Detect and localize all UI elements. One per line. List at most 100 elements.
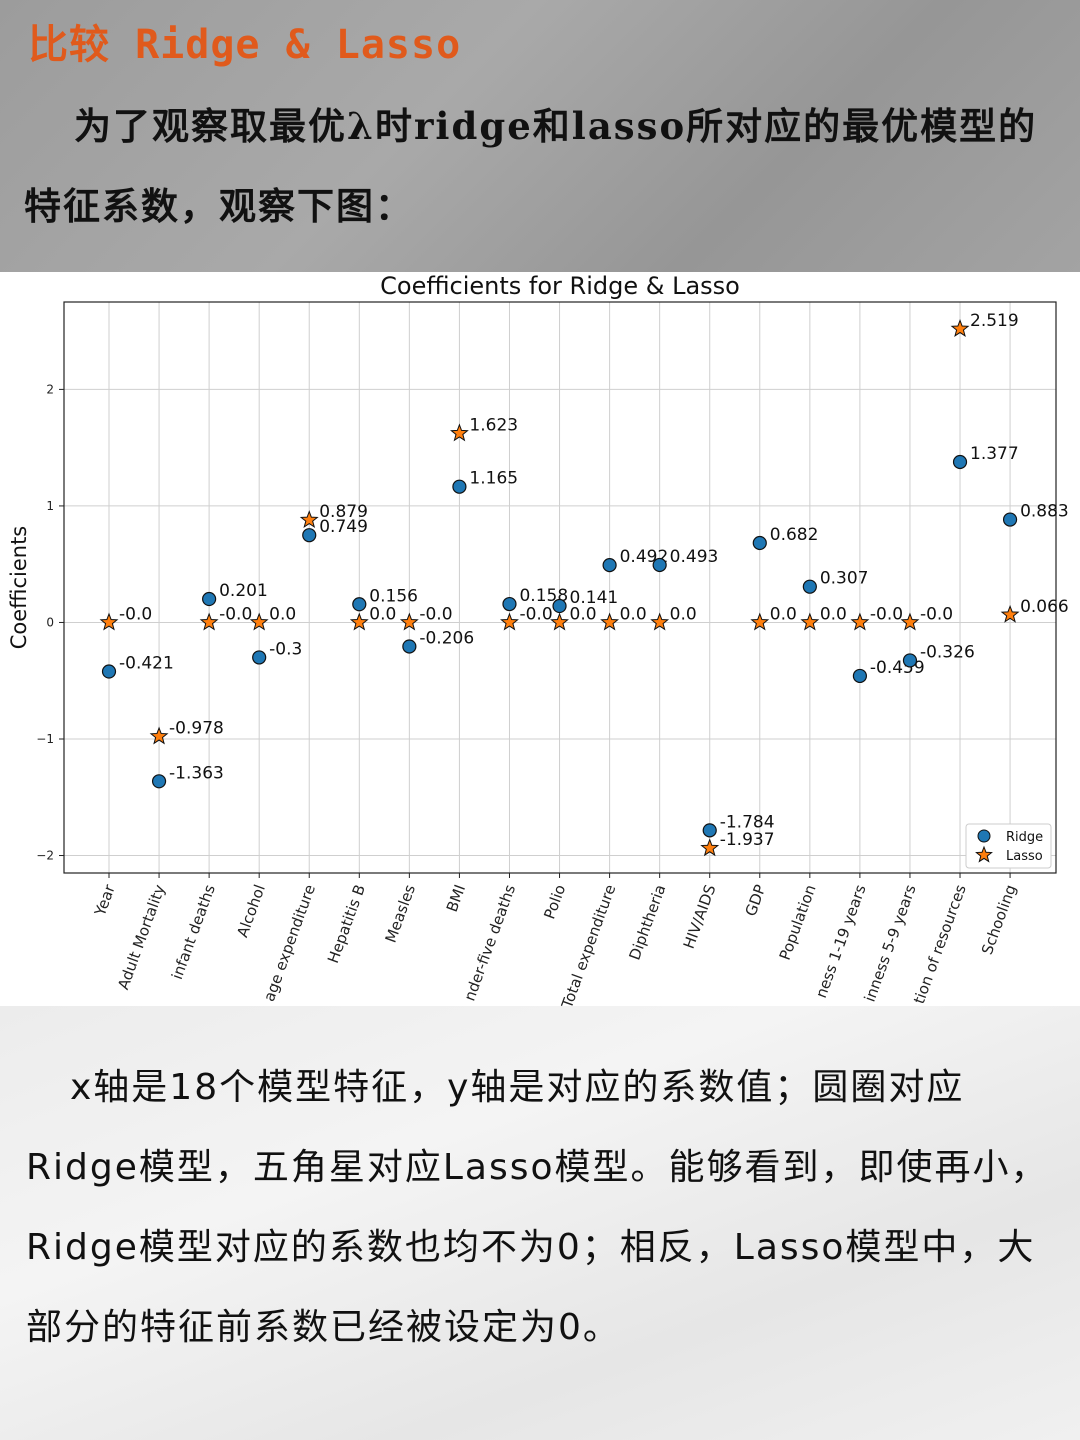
lasso-point — [850, 612, 870, 631]
y-tick-label: 1 — [46, 499, 54, 513]
ridge-point — [101, 664, 117, 679]
ridge-data-label: -0.3 — [269, 639, 302, 659]
y-tick-label: 2 — [46, 382, 54, 396]
ridge-point — [202, 591, 217, 607]
ridge-point — [502, 596, 517, 612]
ridge-data-label: 0.141 — [570, 588, 619, 608]
legend-ridge-marker — [977, 829, 991, 843]
lasso-data-label: 0.0 — [770, 604, 797, 624]
x-tick-label: HIV/AIDS — [680, 882, 720, 951]
ridge-point — [302, 528, 317, 543]
x-tick-label: inness 5-9 years — [861, 882, 920, 1004]
lasso-data-label: 0.0 — [369, 604, 396, 624]
lasso-data-label: -0.0 — [419, 604, 452, 624]
x-tick-label: infant deaths — [168, 882, 219, 982]
ridge-data-label: -0.206 — [419, 628, 474, 648]
lasso-data-label: -0.0 — [920, 604, 953, 624]
lasso-data-label: -0.0 — [519, 604, 552, 624]
ridge-point — [252, 650, 267, 665]
coefficients-chart: Coefficients for Ridge & Lasso 2 1 0 −1 −2 Coe… — [0, 272, 1080, 1006]
ridge-data-label: 0.749 — [319, 517, 368, 537]
lasso-point — [299, 510, 319, 529]
x-tick-label: Population — [776, 882, 820, 962]
x-tick-label: BMI — [443, 882, 469, 914]
lasso-point — [950, 319, 970, 337]
x-tick-label: tion of resources — [910, 882, 970, 1006]
y-tick-label: −2 — [36, 849, 54, 863]
ridge-data-label: 0.682 — [770, 525, 819, 545]
x-tick-label: Adult Mortality — [114, 882, 169, 992]
x-tick-label: Polio — [540, 882, 569, 921]
lasso-point — [800, 612, 820, 631]
x-tick-label: Schooling — [978, 882, 1020, 957]
lasso-point — [700, 838, 720, 857]
ridge-point — [151, 774, 167, 789]
lasso-data-label: 0.0 — [269, 604, 296, 624]
lasso-point — [500, 612, 519, 631]
ridge-point — [852, 668, 868, 684]
ridge-data-label: 0.201 — [219, 581, 268, 601]
legend-lasso-marker — [975, 845, 993, 863]
y-tick-label: 0 — [46, 615, 54, 629]
chart-svg: Coefficients for Ridge & Lasso 2 1 0 −1 −2 Coe… — [7, 272, 1069, 1006]
x-tick-label: Measles — [382, 882, 420, 945]
lasso-data-label: -0.0 — [119, 604, 152, 624]
ridge-point — [402, 639, 417, 654]
legend-lasso-label: Lasso — [1006, 849, 1043, 864]
lasso-data-label: 2.519 — [970, 311, 1019, 331]
ridge-data-label: 0.493 — [670, 547, 719, 567]
lasso-point — [650, 612, 670, 631]
ridge-point — [702, 823, 717, 838]
x-tick-label: GDP — [742, 882, 770, 918]
ridge-data-label: -0.326 — [920, 642, 975, 662]
ridge-point — [902, 653, 918, 668]
lasso-data-label: 0.0 — [820, 604, 847, 624]
summary-panel: x轴是18个模型特征，y轴是对应的系数值；圆圈对应Ridge模型，五角星对应La… — [0, 1006, 1080, 1440]
lasso-point — [149, 726, 169, 745]
lasso-point — [99, 612, 119, 631]
x-tick-label: ness 1-19 years — [812, 882, 870, 1000]
y-axis-label: Coefficients — [7, 526, 31, 650]
ridge-data-label: 1.377 — [970, 444, 1019, 464]
ridge-point — [602, 558, 617, 573]
x-tick-label: Year — [91, 881, 119, 919]
chart-title: Coefficients for Ridge & Lasso — [380, 272, 740, 300]
lasso-point — [199, 612, 219, 631]
summary-text: x轴是18个模型特征，y轴是对应的系数值；圆圈对应Ridge模型，五角星对应La… — [26, 1067, 1049, 1348]
lasso-data-label: 0.0 — [620, 604, 647, 624]
ridge-point — [552, 598, 567, 614]
ridge-data-label: -0.421 — [119, 654, 174, 674]
intro-text: 为了观察取最优λ时ridge和lasso所对应的最优模型的特征系数，观察下图： — [24, 104, 1038, 228]
lasso-point — [900, 612, 920, 631]
lasso-data-label: -0.0 — [870, 604, 903, 624]
ridge-point — [752, 535, 767, 551]
x-tick-label: Total expenditure — [558, 882, 620, 1006]
ridge-point — [952, 454, 968, 470]
lasso-data-label: 0.879 — [319, 502, 368, 522]
legend-ridge-label: Ridge — [1006, 830, 1043, 845]
ridge-point — [652, 557, 667, 573]
lasso-data-label: 0.0 — [670, 604, 697, 624]
y-tick-label: −1 — [36, 732, 54, 746]
lasso-point — [349, 612, 369, 631]
x-tick-label: Hepatitis B — [324, 882, 369, 965]
x-tick-label: Diphtheria — [626, 882, 670, 962]
lasso-point — [750, 612, 770, 631]
ridge-point — [452, 479, 467, 494]
x-tick-label: age expenditure — [260, 882, 319, 1004]
lasso-point — [600, 612, 620, 631]
lasso-data-label: -0.978 — [169, 718, 224, 738]
lasso-data-label: -1.937 — [720, 830, 775, 850]
ridge-data-label: 0.156 — [369, 586, 418, 606]
ridge-data-label: -1.363 — [169, 763, 224, 783]
ridge-point — [352, 597, 367, 612]
lasso-point — [449, 423, 469, 442]
x-tick-label: Alcohol — [233, 882, 269, 940]
lasso-point — [399, 612, 419, 631]
lasso-point — [1000, 604, 1020, 623]
page-title: 比较 Ridge & Lasso — [28, 22, 462, 68]
x-tick-label: nder-five deaths — [460, 882, 519, 1003]
ridge-point — [1002, 512, 1018, 527]
lasso-data-label: -0.0 — [219, 604, 252, 624]
lasso-data-label: 1.623 — [469, 415, 518, 435]
